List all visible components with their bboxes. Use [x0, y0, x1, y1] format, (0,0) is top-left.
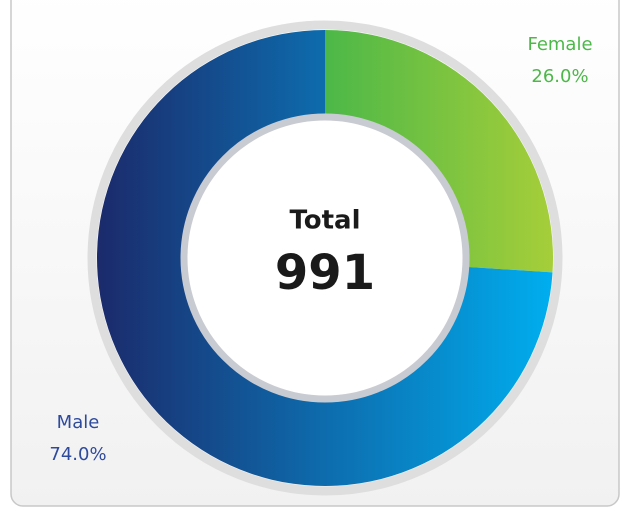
center-disc: [189, 122, 461, 394]
outer-ring: [87, 20, 563, 496]
slice: [325, 30, 553, 273]
slice: [97, 30, 553, 486]
slices: [97, 30, 553, 486]
center-value: 991: [275, 245, 375, 301]
slice-value-label: 74.0%: [49, 444, 106, 465]
slice-value-label: 26.0%: [531, 66, 588, 87]
slice-name: Male: [57, 412, 100, 433]
center-title: Total: [289, 206, 360, 236]
slice-name: Female: [527, 34, 592, 55]
